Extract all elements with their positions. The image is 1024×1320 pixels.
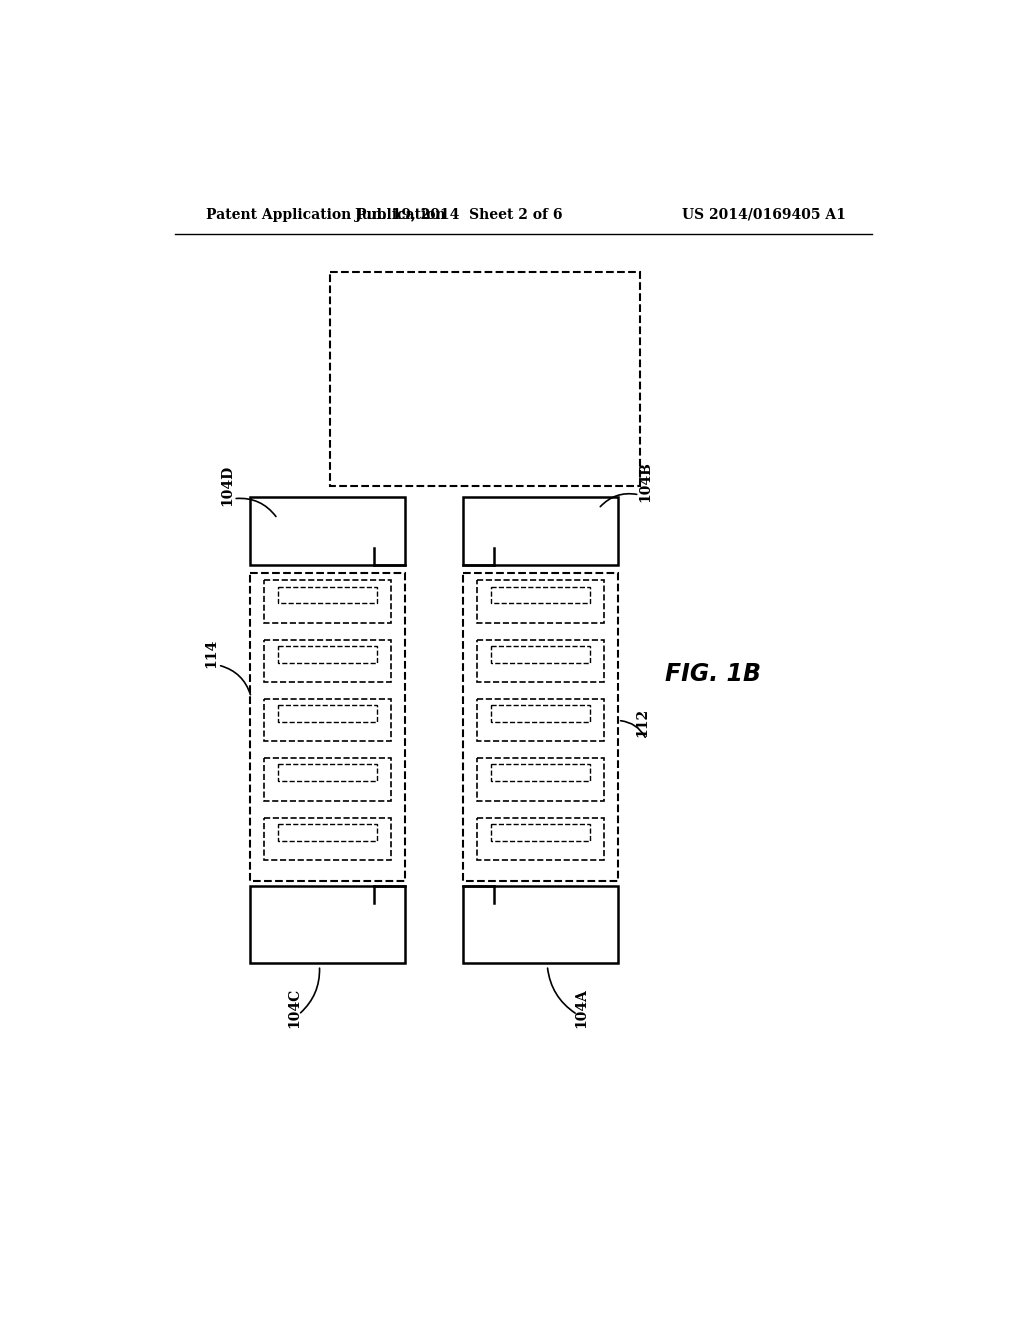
Bar: [477, 758, 604, 800]
Bar: [278, 824, 377, 841]
Bar: [250, 886, 404, 964]
Text: US 2014/0169405 A1: US 2014/0169405 A1: [682, 207, 846, 222]
Bar: [477, 640, 604, 682]
Text: 104C: 104C: [288, 987, 302, 1028]
Bar: [490, 586, 590, 603]
Bar: [278, 586, 377, 603]
Text: 104D: 104D: [220, 465, 234, 507]
Bar: [477, 817, 604, 859]
Bar: [490, 705, 590, 722]
Bar: [477, 700, 604, 742]
Bar: [477, 581, 604, 623]
Text: Patent Application Publication: Patent Application Publication: [206, 207, 445, 222]
Text: Jun. 19, 2014  Sheet 2 of 6: Jun. 19, 2014 Sheet 2 of 6: [355, 207, 562, 222]
Bar: [263, 640, 391, 682]
Bar: [463, 498, 617, 565]
Bar: [463, 886, 617, 964]
Bar: [330, 272, 640, 487]
Bar: [490, 645, 590, 663]
Bar: [490, 824, 590, 841]
Text: 104B: 104B: [639, 462, 652, 502]
Bar: [463, 573, 617, 880]
Bar: [250, 498, 404, 565]
Bar: [263, 700, 391, 742]
Bar: [263, 581, 391, 623]
Bar: [250, 573, 404, 880]
Text: FIG. 1B: FIG. 1B: [665, 663, 761, 686]
Bar: [278, 705, 377, 722]
Text: 104A: 104A: [574, 987, 589, 1028]
Text: 112: 112: [636, 709, 649, 738]
Bar: [263, 817, 391, 859]
Text: 114: 114: [205, 639, 219, 668]
Bar: [278, 645, 377, 663]
Bar: [490, 764, 590, 781]
Bar: [278, 764, 377, 781]
Bar: [263, 758, 391, 800]
